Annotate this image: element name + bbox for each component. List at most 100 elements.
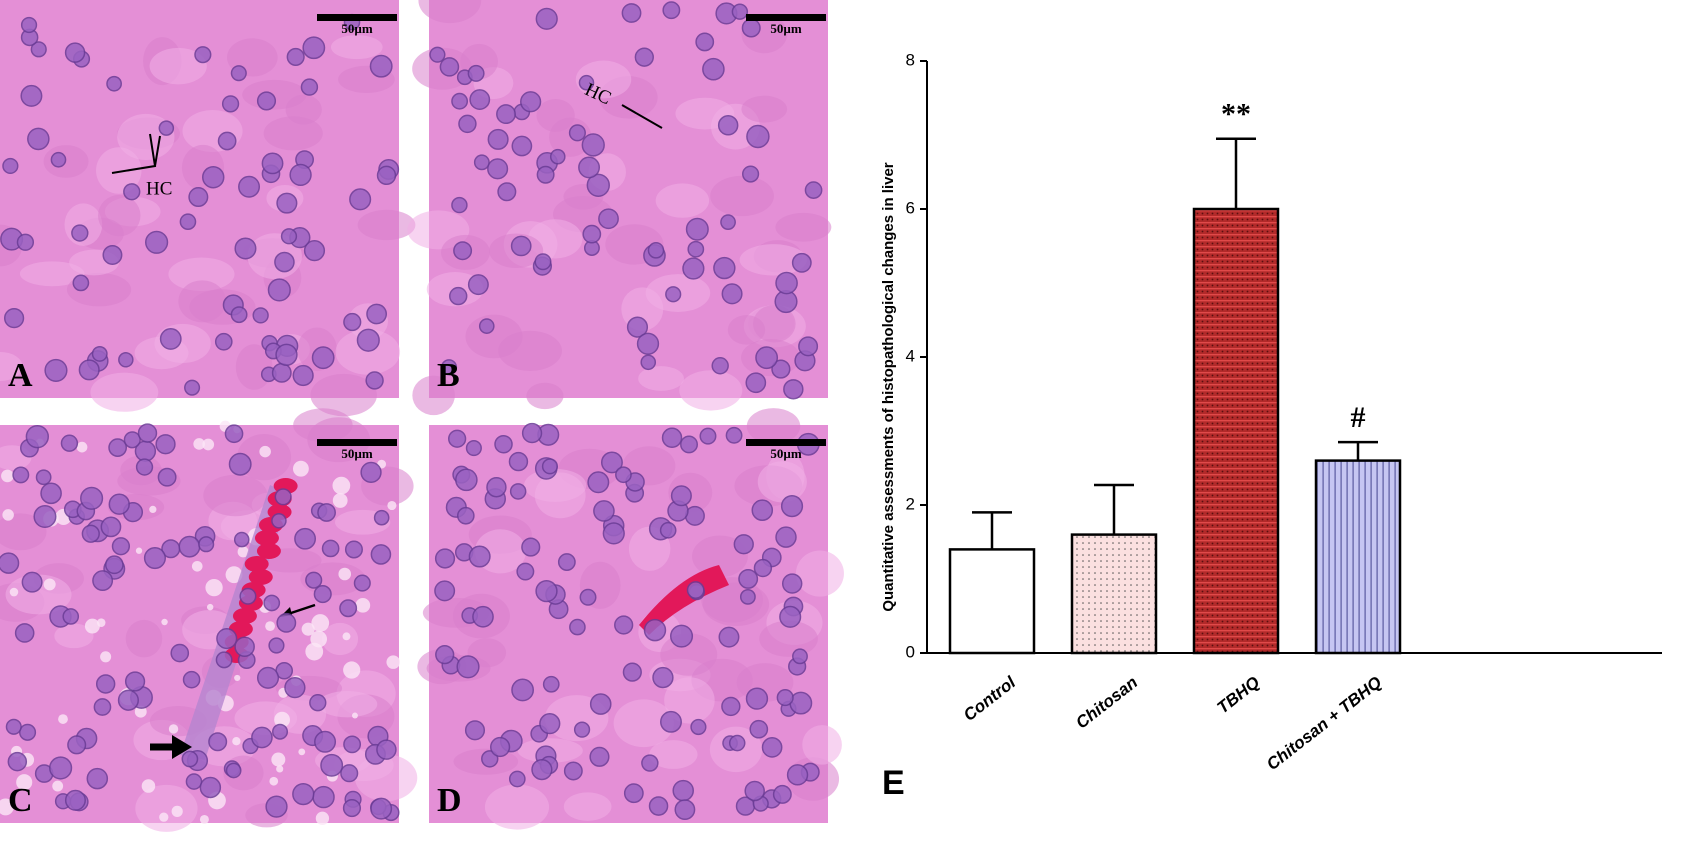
rbc bbox=[256, 543, 281, 559]
nucleus bbox=[16, 233, 35, 251]
nucleus bbox=[615, 466, 632, 484]
nucleus bbox=[435, 645, 455, 665]
nucleus bbox=[557, 553, 576, 571]
nucleus bbox=[95, 674, 116, 694]
nucleus bbox=[108, 493, 130, 515]
nucleus bbox=[356, 328, 380, 352]
cytoplasm bbox=[19, 261, 85, 287]
vacuole bbox=[265, 621, 275, 632]
vacuole bbox=[269, 776, 279, 786]
cytoplasm bbox=[759, 620, 818, 657]
nucleus bbox=[40, 482, 62, 505]
nucleus bbox=[779, 605, 802, 628]
nucleus bbox=[239, 587, 257, 605]
scale-bar bbox=[746, 439, 826, 446]
nucleus bbox=[508, 451, 529, 472]
nucleus bbox=[179, 213, 197, 231]
nucleus bbox=[343, 735, 362, 754]
vacuole bbox=[16, 774, 33, 791]
significance-marker: # bbox=[1351, 401, 1366, 434]
nucleus bbox=[19, 723, 37, 741]
nucleus bbox=[648, 796, 669, 816]
nucleus bbox=[276, 192, 298, 214]
nucleus bbox=[600, 451, 623, 474]
nucleus bbox=[158, 120, 175, 136]
vacuole bbox=[100, 651, 112, 663]
vacuole bbox=[96, 618, 106, 627]
vacuole bbox=[276, 765, 284, 773]
nucleus bbox=[123, 183, 141, 201]
nucleus bbox=[487, 158, 509, 180]
cytoplasm bbox=[484, 784, 550, 830]
nucleus bbox=[91, 345, 108, 362]
nucleus bbox=[208, 732, 228, 752]
vacuole bbox=[206, 603, 214, 611]
y-tick-label: 8 bbox=[906, 50, 915, 69]
nucleus bbox=[660, 710, 682, 733]
nucleus bbox=[313, 585, 332, 604]
nucleus bbox=[720, 214, 736, 231]
nucleus bbox=[224, 424, 244, 444]
nucleus bbox=[124, 671, 146, 692]
nucleus bbox=[539, 713, 561, 735]
nucleus bbox=[451, 92, 469, 110]
nucleus bbox=[271, 362, 292, 383]
nucleus bbox=[725, 426, 743, 444]
nucleus bbox=[456, 506, 475, 525]
vacuole bbox=[161, 618, 168, 626]
nucleus bbox=[640, 354, 657, 371]
nucleus bbox=[312, 785, 335, 809]
vessel bbox=[639, 565, 729, 635]
scale-bar-label: 50µm bbox=[341, 446, 372, 461]
nucleus bbox=[520, 91, 542, 113]
nucleus bbox=[465, 440, 482, 457]
nucleus bbox=[100, 516, 122, 538]
micrograph: 50µm D bbox=[417, 408, 844, 830]
nucleus bbox=[751, 499, 774, 521]
nucleus bbox=[578, 156, 601, 179]
nucleus bbox=[680, 435, 698, 454]
nucleus bbox=[467, 64, 485, 82]
nucleus bbox=[718, 626, 740, 648]
vacuole bbox=[343, 661, 361, 679]
nucleus bbox=[64, 42, 86, 63]
nucleus bbox=[64, 789, 86, 811]
cytoplasm bbox=[90, 372, 159, 412]
vacuole bbox=[351, 712, 358, 719]
vacuole bbox=[52, 780, 64, 792]
nucleus bbox=[489, 736, 511, 758]
nucleus bbox=[12, 466, 30, 484]
nucleus bbox=[731, 3, 749, 20]
nucleus bbox=[486, 477, 507, 498]
nucleus bbox=[786, 764, 809, 786]
nucleus bbox=[3, 308, 25, 329]
nucleus bbox=[373, 509, 390, 526]
nucleus bbox=[602, 522, 625, 545]
nucleus bbox=[234, 237, 257, 260]
nucleus bbox=[274, 488, 292, 506]
cytoplasm bbox=[418, 0, 482, 24]
nucleus bbox=[494, 434, 513, 454]
nucleus bbox=[744, 780, 765, 802]
pointer bbox=[111, 133, 161, 174]
cytoplasm bbox=[739, 244, 807, 276]
nucleus bbox=[541, 458, 559, 475]
cytoplasm bbox=[54, 623, 94, 649]
nucleus bbox=[549, 148, 566, 165]
cytoplasm bbox=[710, 175, 774, 217]
nucleus bbox=[275, 343, 298, 366]
nucleus bbox=[573, 721, 591, 738]
nucleus bbox=[516, 562, 535, 581]
nucleus bbox=[145, 230, 169, 254]
nucleus bbox=[274, 251, 295, 273]
rbc bbox=[232, 608, 257, 624]
cytoplasm bbox=[526, 382, 564, 410]
nucleus bbox=[370, 544, 392, 565]
nucleus bbox=[510, 235, 532, 257]
rbc bbox=[244, 556, 269, 572]
nucleus bbox=[300, 78, 319, 96]
nucleus bbox=[230, 306, 248, 324]
nucleus bbox=[511, 135, 533, 157]
nucleus bbox=[478, 318, 495, 334]
vacuole bbox=[1, 469, 14, 483]
